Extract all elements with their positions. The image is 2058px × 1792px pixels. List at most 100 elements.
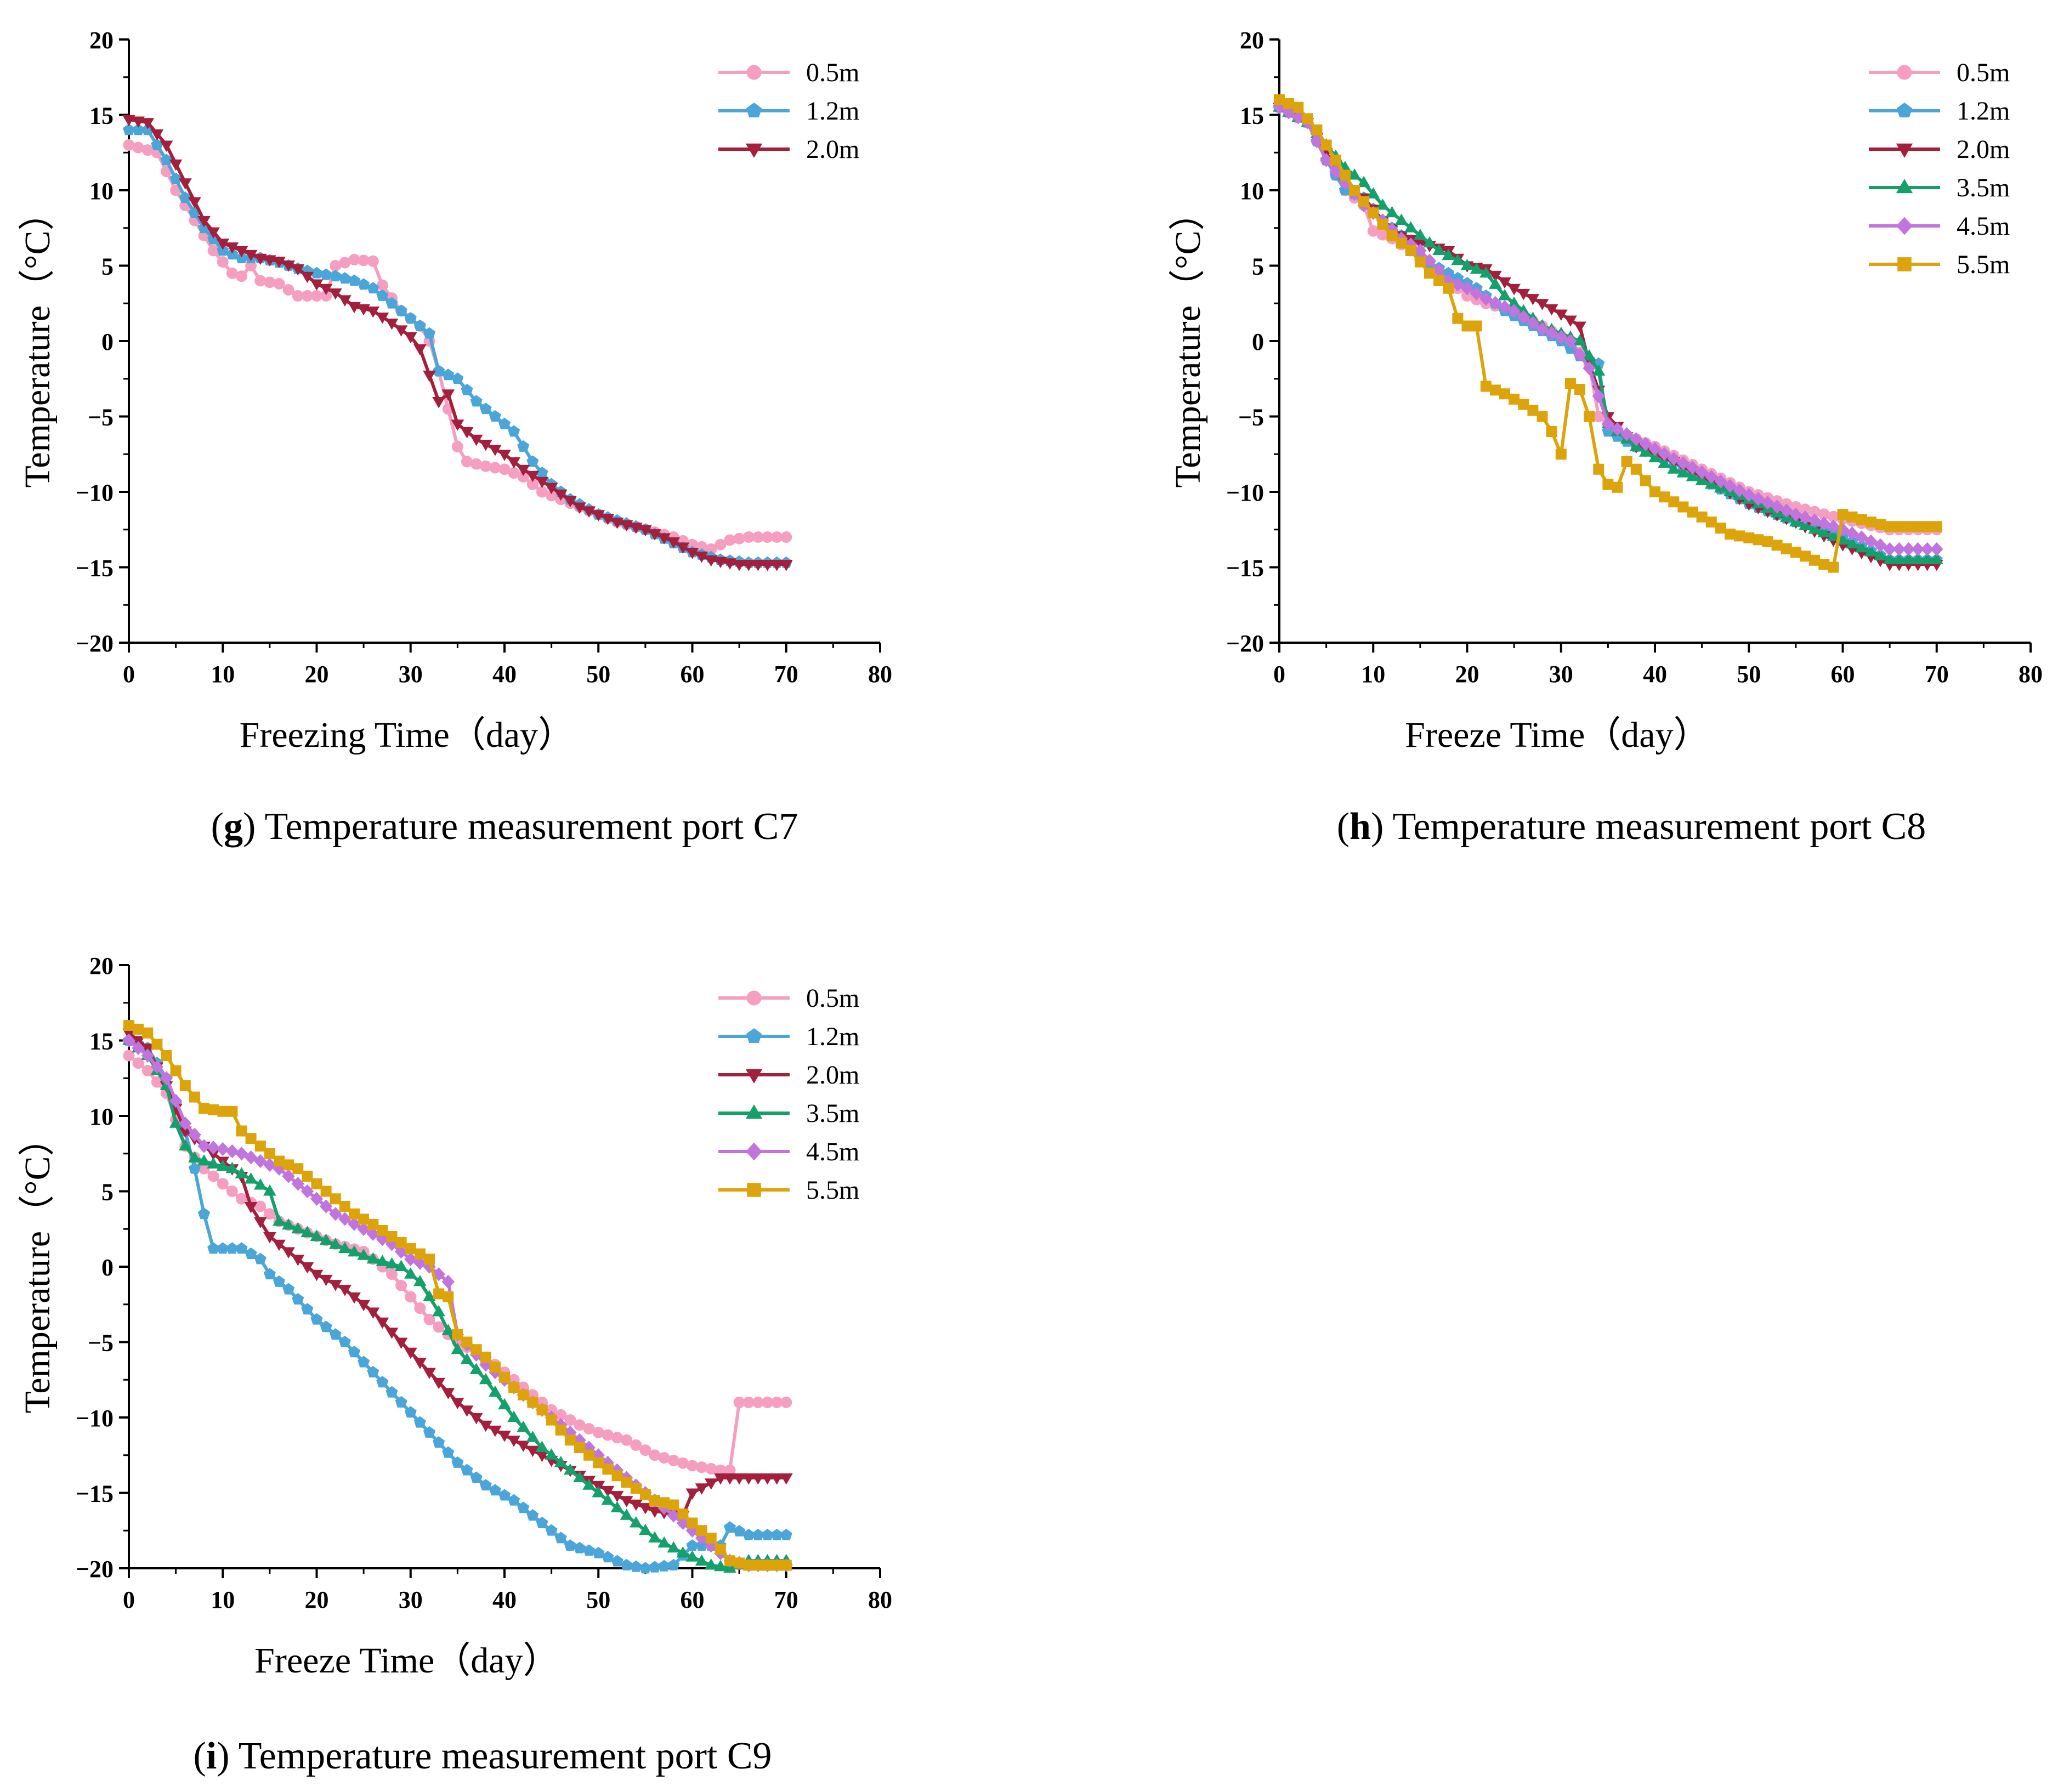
- data-point-2.0m: [498, 450, 511, 461]
- data-point-4.5m: [1751, 491, 1765, 506]
- data-point-1.2m: [395, 1396, 407, 1408]
- y-tick-label: 20: [1240, 27, 1264, 54]
- data-point-4.5m: [197, 1139, 211, 1153]
- x-tick-label: 0: [123, 1586, 135, 1613]
- data-point-0.5m: [414, 1302, 426, 1314]
- data-point-4.5m: [1817, 517, 1830, 531]
- data-point-2.0m: [639, 1503, 652, 1515]
- y-tick-label: 5: [101, 253, 114, 280]
- data-point-1.2m: [263, 1268, 276, 1280]
- data-point-5.5m: [302, 1171, 313, 1182]
- data-point-4.5m: [1723, 479, 1737, 493]
- data-point-5.5m: [668, 1499, 679, 1511]
- data-point-4.5m: [1630, 432, 1643, 446]
- data-point-0.5m: [461, 456, 473, 468]
- legend-marker-1.2m: [746, 103, 762, 118]
- data-point-0.5m: [451, 441, 463, 452]
- data-point-5.5m: [264, 1148, 275, 1159]
- data-point-5.5m: [1771, 540, 1783, 551]
- data-point-5.5m: [1762, 536, 1773, 547]
- data-point-3.5m: [489, 1385, 502, 1397]
- data-point-5.5m: [217, 1105, 229, 1117]
- data-point-5.5m: [762, 1560, 773, 1571]
- data-point-5.5m: [1537, 411, 1548, 422]
- data-point-4.5m: [441, 1274, 455, 1289]
- data-point-3.5m: [564, 1463, 577, 1475]
- data-point-3.5m: [1376, 199, 1390, 210]
- data-point-3.5m: [1667, 462, 1681, 474]
- data-point-5.5m: [1452, 313, 1464, 324]
- panel-caption: (h) Temperature measurement port C8: [1337, 806, 1926, 848]
- series-2.0m: [122, 115, 793, 571]
- x-tick-label: 50: [586, 1586, 610, 1613]
- data-point-3.5m: [629, 1516, 643, 1528]
- legend-label-0.5m: 0.5m: [1957, 58, 2010, 87]
- data-point-5.5m: [734, 1557, 745, 1569]
- data-point-5.5m: [1809, 554, 1821, 566]
- legend-label-1.2m: 1.2m: [806, 1022, 859, 1051]
- legend-label-0.5m: 0.5m: [806, 58, 859, 87]
- data-point-5.5m: [274, 1155, 285, 1167]
- data-point-4.5m: [1648, 441, 1662, 456]
- data-point-2.0m: [517, 464, 530, 477]
- data-point-5.5m: [649, 1495, 660, 1506]
- legend-marker-3.5m: [745, 1104, 763, 1119]
- data-point-3.5m: [1911, 553, 1925, 564]
- x-tick-label: 0: [123, 661, 135, 688]
- data-point-1.2m: [536, 1516, 548, 1528]
- data-point-4.5m: [1592, 389, 1605, 404]
- x-tick-label: 0: [1273, 661, 1285, 688]
- data-point-2.0m: [423, 1368, 436, 1379]
- legend-label-5.5m: 5.5m: [806, 1176, 859, 1205]
- data-point-5.5m: [1377, 218, 1388, 230]
- data-point-3.5m: [1920, 553, 1934, 564]
- data-point-1.2m: [479, 1479, 492, 1491]
- data-point-3.5m: [207, 1157, 220, 1169]
- data-point-2.0m: [460, 427, 474, 439]
- y-tick-label: −10: [76, 1405, 114, 1432]
- x-tick-label: 40: [492, 1586, 517, 1613]
- data-point-2.0m: [714, 1473, 727, 1485]
- data-point-3.5m: [1479, 266, 1493, 278]
- data-point-2.0m: [338, 295, 351, 307]
- data-point-5.5m: [1349, 185, 1360, 196]
- data-point-3.5m: [667, 1541, 681, 1553]
- data-point-3.5m: [657, 1536, 671, 1548]
- data-point-2.0m: [685, 548, 699, 559]
- data-point-5.5m: [630, 1483, 642, 1494]
- data-point-5.5m: [752, 1560, 764, 1571]
- data-point-1.2m: [498, 1489, 511, 1501]
- data-point-3.5m: [394, 1260, 408, 1271]
- data-point-3.5m: [479, 1373, 492, 1385]
- data-point-0.5m: [564, 1414, 576, 1426]
- data-point-3.5m: [620, 1509, 633, 1520]
- data-point-3.5m: [1385, 206, 1399, 218]
- data-point-2.0m: [489, 1425, 502, 1437]
- data-point-5.5m: [386, 1231, 398, 1242]
- data-point-3.5m: [282, 1218, 295, 1230]
- data-point-1.2m: [358, 278, 370, 290]
- legend-label-4.5m: 4.5m: [1957, 212, 2010, 241]
- data-point-4.5m: [1555, 330, 1568, 344]
- data-point-1.2m: [197, 1207, 211, 1220]
- data-point-1.2m: [554, 1532, 567, 1544]
- panel-caption: (i) Temperature measurement port C9: [193, 1735, 772, 1777]
- x-tick-label: 60: [681, 661, 705, 688]
- data-point-5.5m: [705, 1533, 717, 1544]
- caption-panel-letter: h: [1350, 806, 1371, 848]
- data-point-3.5m: [357, 1249, 370, 1260]
- data-point-5.5m: [424, 1254, 435, 1265]
- data-point-2.0m: [451, 419, 464, 431]
- data-point-5.5m: [546, 1414, 557, 1426]
- data-point-4.5m: [1874, 538, 1887, 553]
- caption-text: Temperature measurement port C9: [239, 1735, 772, 1777]
- data-point-2.0m: [554, 489, 568, 501]
- y-tick-label: 0: [101, 1254, 114, 1281]
- data-point-5.5m: [724, 1555, 735, 1567]
- data-point-5.5m: [715, 1544, 726, 1555]
- data-point-5.5m: [414, 1248, 426, 1260]
- data-point-3.5m: [1686, 470, 1699, 481]
- data-point-2.0m: [441, 389, 455, 401]
- data-point-4.5m: [1498, 299, 1511, 314]
- data-point-3.5m: [1348, 168, 1361, 180]
